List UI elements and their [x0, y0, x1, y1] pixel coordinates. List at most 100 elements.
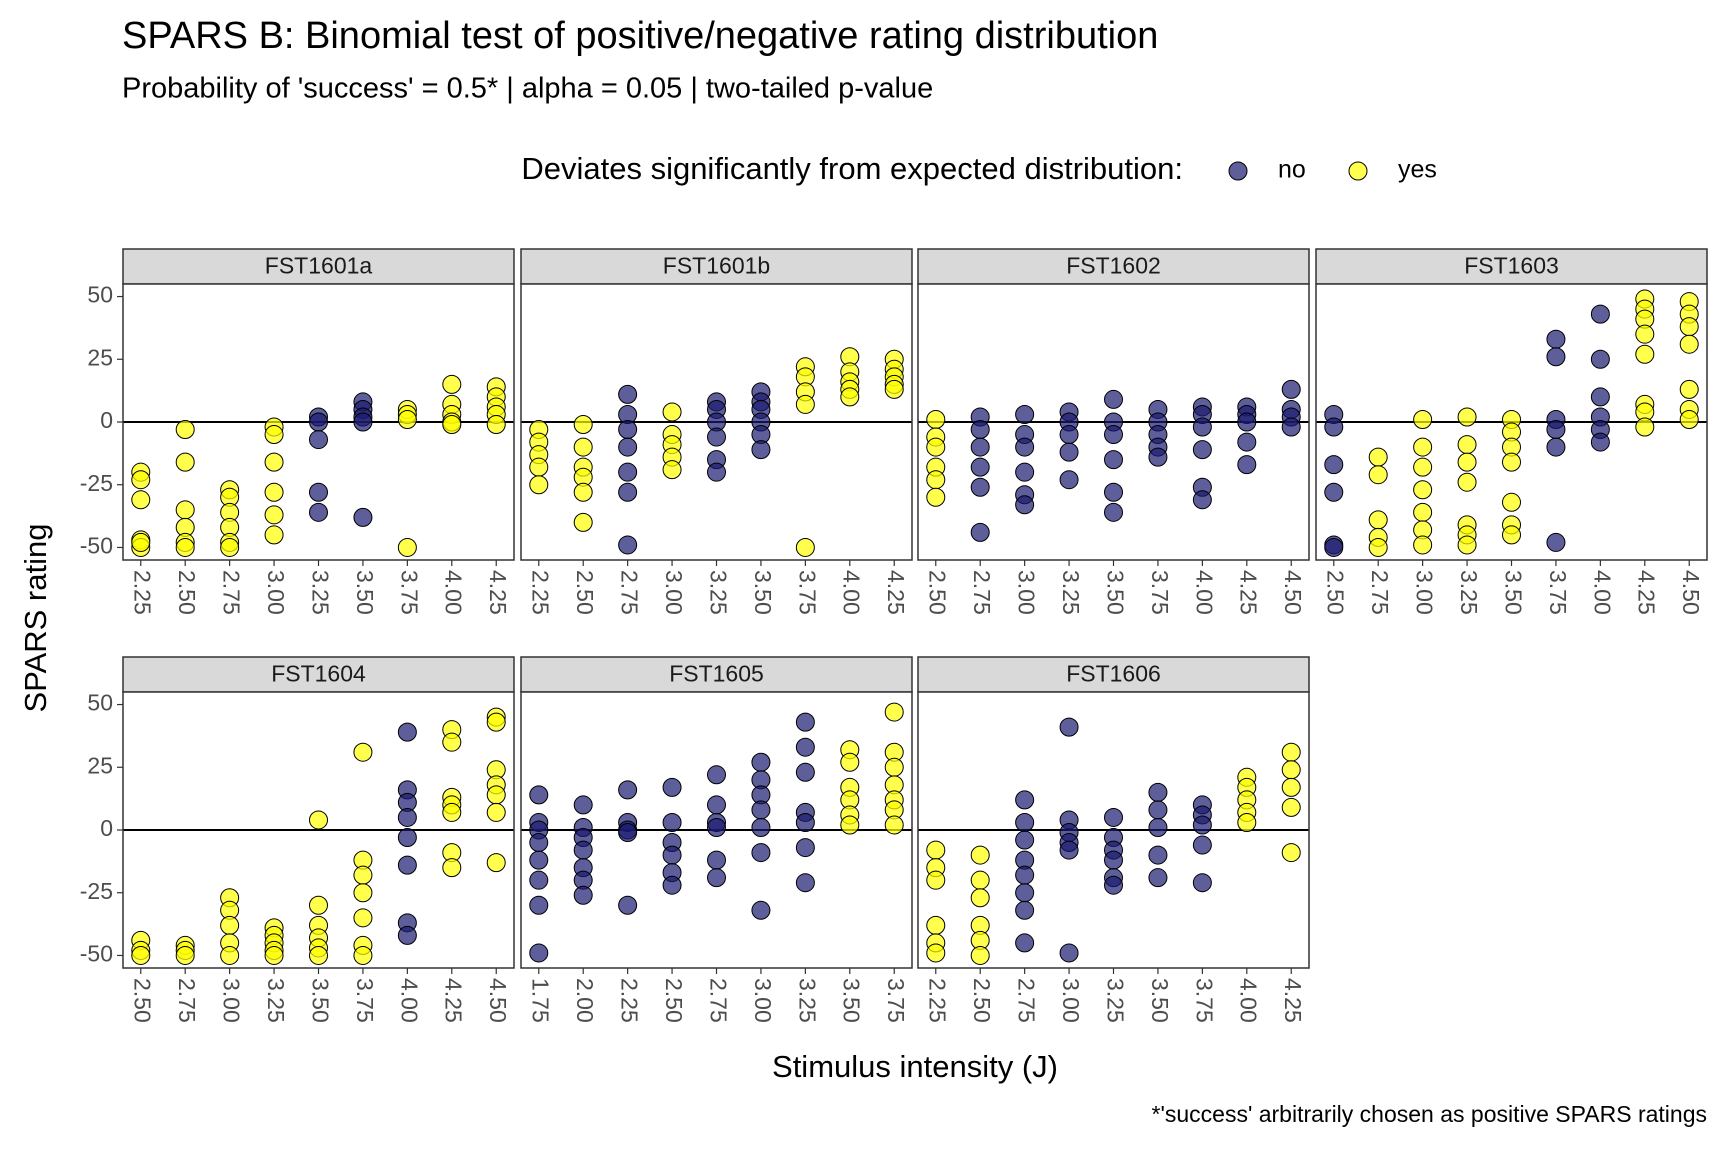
data-point — [442, 415, 462, 435]
x-tick-label: 3.25 — [1456, 570, 1482, 615]
data-point — [1324, 482, 1344, 502]
facet-title: FST1603 — [1464, 253, 1559, 279]
data-point — [1457, 472, 1477, 492]
x-tick-label: 3.25 — [794, 978, 820, 1023]
facet-strip — [122, 248, 515, 285]
x-tick-label: 3.50 — [839, 978, 865, 1023]
data-point — [1104, 389, 1123, 409]
data-point — [573, 885, 593, 905]
data-point — [353, 507, 373, 527]
data-point — [397, 828, 417, 848]
data-point — [751, 440, 771, 460]
facet-strip — [122, 656, 515, 693]
x-tick-label: 2.75 — [617, 570, 643, 615]
data-point — [1546, 420, 1566, 440]
data-point — [1015, 900, 1035, 920]
data-point — [309, 482, 328, 502]
data-point — [397, 855, 417, 875]
data-point — [1059, 717, 1079, 737]
data-point — [309, 412, 328, 432]
x-tick-label: 4.00 — [396, 978, 422, 1023]
x-tick-label: 3.00 — [750, 978, 776, 1023]
legend-title: Deviates significantly from expected dis… — [521, 151, 1183, 186]
facet-title: FST1605 — [669, 661, 764, 687]
x-tick-label: 4.50 — [1280, 570, 1306, 615]
data-point — [573, 795, 593, 815]
data-point — [1457, 407, 1477, 427]
x-tick-label: 4.25 — [1280, 978, 1306, 1023]
x-tick-label: 2.25 — [528, 570, 554, 615]
data-point — [1457, 435, 1477, 455]
data-point — [397, 807, 417, 827]
data-point — [486, 785, 506, 805]
data-point — [618, 420, 638, 440]
chart-title: SPARS B: Binomial test of positive/negat… — [122, 15, 1158, 57]
data-point — [1324, 417, 1344, 437]
data-point — [1148, 845, 1168, 865]
x-tick-label: 2.50 — [572, 570, 598, 615]
data-point — [573, 482, 593, 502]
data-point — [751, 752, 771, 772]
data-point — [707, 765, 726, 785]
x-tick-label: 3.75 — [883, 978, 909, 1023]
data-point — [486, 415, 506, 435]
chart-subtitle: Probability of 'success' = 0.5* | alpha … — [122, 73, 933, 105]
x-tick-label: 2.50 — [174, 570, 200, 615]
data-point — [970, 477, 990, 497]
y-tick-label: -25 — [80, 878, 113, 904]
data-point — [1015, 865, 1035, 885]
x-tick-label: 3.00 — [1412, 570, 1438, 615]
data-point — [795, 812, 815, 832]
data-point — [1104, 425, 1123, 445]
data-point — [573, 415, 593, 435]
panel-border — [122, 283, 515, 561]
data-point — [795, 838, 815, 858]
data-point — [1635, 417, 1655, 437]
data-point — [795, 737, 815, 757]
x-tick-label: 3.00 — [1014, 570, 1040, 615]
data-point — [926, 840, 946, 860]
x-tick-label: 4.00 — [1589, 570, 1615, 615]
data-point — [175, 500, 195, 520]
data-point — [1590, 349, 1610, 369]
x-tick-label: 4.25 — [1634, 570, 1660, 615]
data-point — [175, 537, 195, 557]
data-point — [970, 457, 990, 477]
data-point — [1059, 425, 1079, 445]
data-point — [1015, 437, 1035, 457]
y-tick-label: 25 — [87, 344, 113, 370]
data-point — [707, 817, 726, 837]
x-tick-label: 3.75 — [794, 570, 820, 615]
data-point — [309, 430, 328, 450]
data-point — [1590, 432, 1610, 452]
x-tick-label: 2.75 — [969, 570, 995, 615]
data-point — [1281, 379, 1301, 399]
data-point — [1104, 502, 1123, 522]
data-point — [529, 850, 549, 870]
x-tick-label: 4.25 — [485, 570, 511, 615]
y-tick-label: -50 — [80, 533, 113, 559]
data-point — [1502, 492, 1521, 512]
y-tick-label: 25 — [87, 752, 113, 778]
data-point — [1237, 432, 1257, 452]
x-tick-label: 2.25 — [925, 978, 951, 1023]
panel-border — [1315, 283, 1708, 561]
data-point — [1059, 442, 1079, 462]
x-tick-label: 4.25 — [883, 570, 909, 615]
data-point — [1192, 873, 1212, 893]
data-point — [1015, 462, 1035, 482]
x-tick-label: 2.50 — [661, 978, 687, 1023]
data-point — [1413, 409, 1433, 429]
data-point — [529, 475, 549, 495]
data-point — [926, 487, 946, 507]
x-tick-label: 3.75 — [396, 570, 422, 615]
data-point — [486, 802, 506, 822]
x-tick-label: 4.00 — [839, 570, 865, 615]
data-point — [1679, 409, 1699, 429]
data-point — [662, 812, 682, 832]
data-point — [529, 943, 549, 963]
data-point — [884, 379, 904, 399]
data-point — [486, 853, 506, 873]
data-point — [618, 482, 638, 502]
